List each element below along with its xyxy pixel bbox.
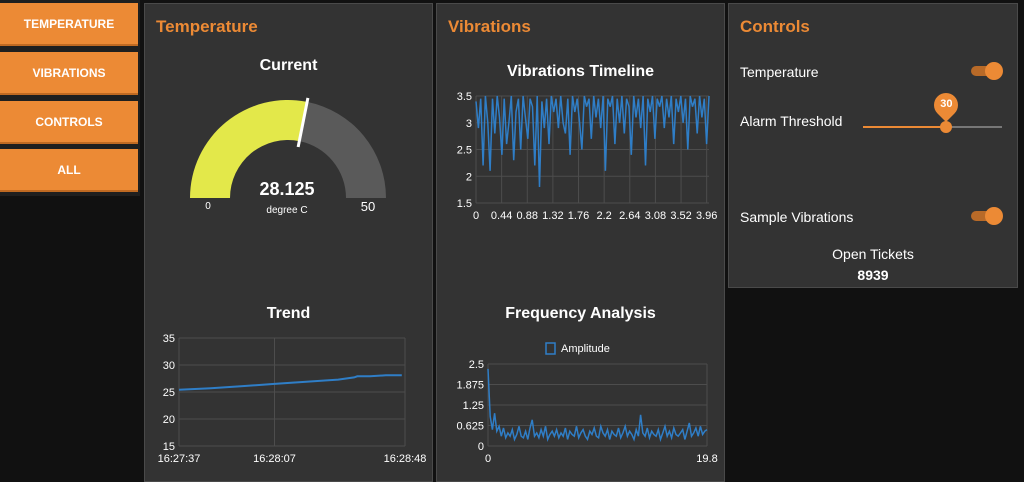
open-tickets-label: Open Tickets: [832, 246, 914, 262]
x-tick-label: 16:28:48: [384, 453, 427, 465]
open-tickets-value: 8939: [857, 267, 889, 283]
x-tick-label: 1.76: [568, 210, 589, 222]
y-tick-label: 2.5: [457, 145, 472, 157]
vibrations-card: Vibrations Vibrations Timeline 1.5 2 2.5 3 3…: [436, 3, 725, 482]
y-tick-label: 1.875: [456, 380, 484, 392]
sample-vibrations-toggle-knob: [985, 207, 1003, 225]
gauge-track: [299, 101, 386, 198]
temperature-card: Temperature Current 28.125 degree C 0 50…: [144, 3, 433, 482]
alarm-slider-value: 30: [940, 98, 953, 110]
sample-vibrations-label: Sample Vibrations: [740, 209, 854, 225]
x-tick-label: 2.2: [597, 210, 612, 222]
y-tick-label: 15: [163, 441, 175, 453]
alarm-slider-fill: [863, 126, 947, 128]
controls-card-title: Controls: [740, 17, 810, 36]
sample-vibrations-toggle[interactable]: [971, 207, 1003, 225]
series-line: [487, 368, 708, 443]
side-menu: TEMPERATURE VIBRATIONS CONTROLS ALL: [0, 0, 140, 196]
y-tick-label: 20: [163, 414, 175, 426]
y-tick-label: 3: [466, 118, 472, 130]
y-tick-label: 1.5: [457, 198, 472, 210]
timeline-title: Vibrations Timeline: [506, 63, 654, 80]
trend-title: Trend: [266, 305, 311, 322]
x-tick-label: 16:28:07: [253, 453, 296, 465]
x-tick-label: 0: [485, 453, 491, 465]
gauge-value: 28.125: [259, 179, 314, 199]
y-tick-label: 30: [163, 360, 175, 372]
y-tick-label: 0: [478, 441, 484, 453]
y-tick-label: 1.25: [463, 400, 484, 412]
y-tick-label: 2: [466, 171, 472, 183]
gauge-units: degree C: [266, 205, 307, 216]
legend-swatch-amplitude: [545, 342, 556, 355]
trend-chart: 15 20 25 30 35 16:27:37 16:28:07 16:28:48: [158, 333, 427, 465]
y-tick-label: 2.5: [469, 359, 484, 371]
x-tick-label: 0: [473, 210, 479, 222]
vibrations-card-title: Vibrations: [448, 17, 531, 36]
y-tick-label: 0.625: [456, 421, 484, 433]
series-line: [178, 374, 402, 391]
x-tick-label: 3.52: [670, 210, 691, 222]
alarm-threshold-label: Alarm Threshold: [740, 113, 843, 129]
x-tick-label: 16:27:37: [158, 453, 201, 465]
gauge-needle: [296, 97, 310, 148]
temperature-card-title: Temperature: [156, 17, 258, 36]
gauge-title: Current: [259, 57, 318, 74]
x-tick-label: 0.44: [491, 210, 512, 222]
x-tick-label: 3.96: [696, 210, 717, 222]
frequency-title: Frequency Analysis: [505, 305, 656, 322]
y-tick-label: 3.5: [457, 91, 472, 103]
series-line: [475, 95, 710, 188]
gauge-min-label: 0: [205, 201, 211, 212]
vibrations-timeline-chart: 1.5 2 2.5 3 3.5 0 0.44 0.88 1.32 1.76 2.2 2.64 3.08 3…: [457, 91, 718, 222]
temperature-toggle[interactable]: [971, 62, 1003, 80]
menu-button-all[interactable]: ALL: [0, 149, 138, 192]
x-tick-label: 3.08: [645, 210, 666, 222]
x-tick-label: 2.64: [619, 210, 640, 222]
legend-label-amplitude: Amplitude: [561, 343, 610, 355]
y-tick-label: 25: [163, 387, 175, 399]
temperature-gauge: 28.125 degree C 0 50: [190, 97, 386, 216]
y-tick-label: 35: [163, 333, 175, 345]
controls-card: Controls Temperature Alarm Threshold 30 …: [728, 3, 1018, 288]
temperature-toggle-knob: [985, 62, 1003, 80]
menu-button-vibrations[interactable]: VIBRATIONS: [0, 52, 138, 95]
gauge-fill: [190, 100, 308, 198]
x-tick-label: 0.88: [517, 210, 538, 222]
menu-button-controls[interactable]: CONTROLS: [0, 101, 138, 144]
x-tick-label: 1.32: [542, 210, 563, 222]
x-tick-label: 19.8: [696, 453, 717, 465]
gauge-max-label: 50: [361, 199, 375, 214]
temperature-toggle-label: Temperature: [740, 64, 819, 80]
alarm-slider-thumb[interactable]: [940, 121, 953, 133]
menu-button-temperature[interactable]: TEMPERATURE: [0, 3, 138, 46]
frequency-chart: Amplitude 0 0.625 1.25 1.875 2.5 0 19.8: [456, 342, 718, 465]
